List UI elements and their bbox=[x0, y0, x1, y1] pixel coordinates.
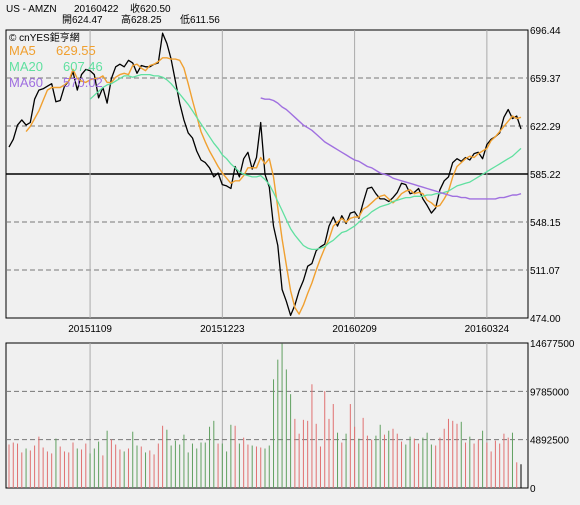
legend-ma60-name: MA60 bbox=[9, 75, 43, 90]
date-label: 20160422 bbox=[74, 4, 119, 15]
volume-tick-label: 9785000 bbox=[530, 387, 569, 398]
legend-ma5-name: MA5 bbox=[9, 43, 36, 58]
date-tick-label: 20151109 bbox=[68, 324, 112, 335]
price-axis-labels: 696.44 659.37 622.29 585.22 548.15 511.07 474.… bbox=[530, 26, 561, 325]
legend-ma20-name: MA20 bbox=[9, 59, 43, 74]
symbol-label: US - AMZN bbox=[6, 4, 57, 15]
price-lines bbox=[8, 32, 522, 317]
volume-panel bbox=[5, 342, 529, 489]
high-label: 高628.25 bbox=[121, 13, 162, 26]
series-line-ma5 bbox=[25, 57, 522, 315]
watermark: © cnYES鉅亨網 bbox=[9, 31, 80, 44]
volume-axis-labels: 14677500 9785000 4892500 0 bbox=[530, 339, 575, 495]
price-tick-label: 696.44 bbox=[530, 26, 561, 37]
series-line-ma60 bbox=[260, 97, 522, 200]
date-tick-label: 20160324 bbox=[465, 324, 510, 335]
legend-ma5-value: 629.55 bbox=[56, 43, 96, 58]
close-label: 收620.50 bbox=[130, 2, 171, 15]
legend-ma20: MA20 607.46 bbox=[9, 59, 103, 74]
volume-bars bbox=[8, 343, 522, 488]
date-tick-label: 20151223 bbox=[200, 324, 245, 335]
legend-ma20-value: 607.46 bbox=[63, 59, 103, 74]
open-label: 開624.47 bbox=[62, 14, 103, 26]
price-tick-label: 474.00 bbox=[530, 314, 561, 325]
date-tick-label: 20160209 bbox=[332, 324, 377, 335]
price-tick-label: 511.07 bbox=[530, 266, 560, 277]
series-line-close bbox=[8, 32, 522, 317]
series-line-ma20 bbox=[89, 73, 522, 251]
price-tick-label: 548.15 bbox=[530, 218, 561, 229]
legend-ma60: MA60 570.02 bbox=[9, 75, 103, 90]
price-tick-label: 622.29 bbox=[530, 122, 561, 133]
volume-tick-label: 14677500 bbox=[530, 339, 575, 350]
date-axis-labels: 20151109 20151223 20160209 20160324 bbox=[68, 324, 509, 335]
price-tick-label: 585.22 bbox=[530, 170, 561, 181]
legend-ma60-value: 570.02 bbox=[63, 75, 103, 90]
low-label: 低611.56 bbox=[180, 13, 220, 26]
price-tick-label: 659.37 bbox=[530, 74, 561, 85]
volume-tick-label: 0 bbox=[530, 484, 536, 495]
volume-tick-label: 4892500 bbox=[530, 436, 569, 447]
volume-grid bbox=[6, 390, 528, 441]
legend-ma5: MA5 629.55 bbox=[9, 43, 96, 58]
